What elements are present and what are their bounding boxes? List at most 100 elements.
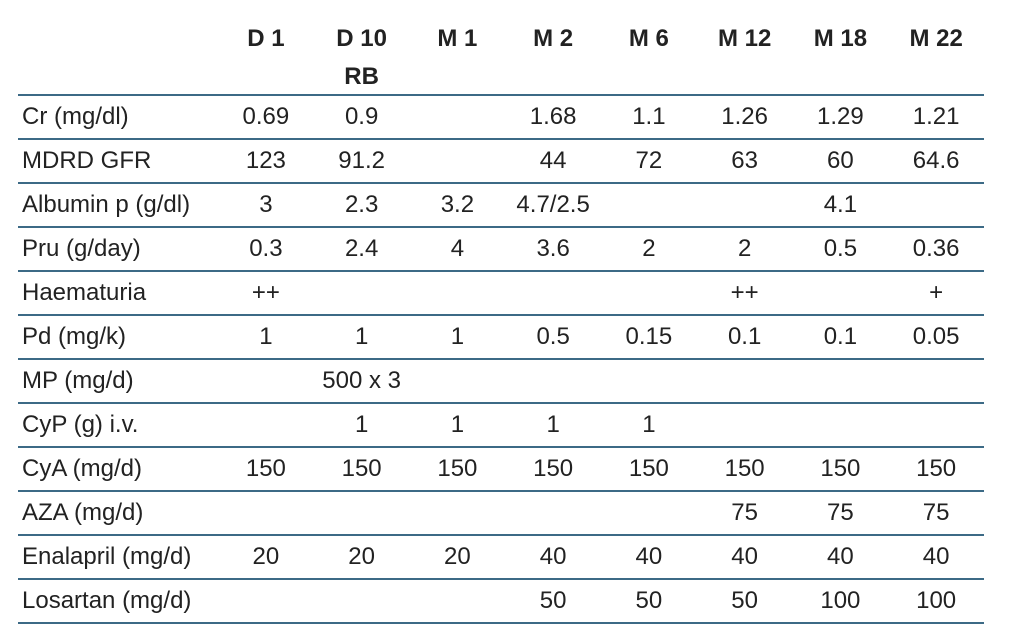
col-header: M 6 (601, 18, 697, 60)
table-cell (314, 271, 410, 315)
table-cell: 3.6 (505, 227, 601, 271)
table-cell: 1 (314, 403, 410, 447)
table-cell: 63 (697, 139, 793, 183)
table-cell: 150 (218, 447, 314, 491)
table-cell: 50 (697, 579, 793, 623)
table-body: Cr (mg/dl)0.690.91.681.11.261.291.21MDRD… (18, 95, 984, 623)
table-cell: 40 (697, 535, 793, 579)
col-subheader (697, 60, 793, 95)
col-subheader (793, 60, 889, 95)
row-label: AZA (mg/d) (18, 491, 218, 535)
table-cell: 20 (410, 535, 506, 579)
table-cell: 1 (410, 315, 506, 359)
table-cell: 150 (793, 447, 889, 491)
col-header: D 10 (314, 18, 410, 60)
table-row: Cr (mg/dl)0.690.91.681.11.261.291.21 (18, 95, 984, 139)
row-label: Cr (mg/dl) (18, 95, 218, 139)
data-table: D 1 D 10 M 1 M 2 M 6 M 12 M 18 M 22 RB C… (18, 18, 984, 624)
table-cell: 0.3 (218, 227, 314, 271)
table-cell (314, 579, 410, 623)
table-cell (505, 271, 601, 315)
table-cell: 75 (793, 491, 889, 535)
col-header: M 12 (697, 18, 793, 60)
table-cell: 123 (218, 139, 314, 183)
row-label: CyP (g) i.v. (18, 403, 218, 447)
table-cell (793, 271, 889, 315)
col-header: M 2 (505, 18, 601, 60)
table-cell: 40 (601, 535, 697, 579)
table-cell: 44 (505, 139, 601, 183)
table-cell (888, 183, 984, 227)
table-cell: 150 (314, 447, 410, 491)
table-cell (601, 271, 697, 315)
table-cell: 150 (410, 447, 506, 491)
table-cell (697, 183, 793, 227)
table-cell: 1.68 (505, 95, 601, 139)
table-row: CyP (g) i.v.1111 (18, 403, 984, 447)
row-label: Pd (mg/k) (18, 315, 218, 359)
table-cell (410, 271, 506, 315)
table-cell: 1.29 (793, 95, 889, 139)
table-cell: 100 (888, 579, 984, 623)
table-row: Haematuria+++++ (18, 271, 984, 315)
col-subheader (601, 60, 697, 95)
table-cell: 75 (697, 491, 793, 535)
table-cell: 50 (505, 579, 601, 623)
table-cell: 50 (601, 579, 697, 623)
table-cell: ++ (697, 271, 793, 315)
table-cell: 72 (601, 139, 697, 183)
table-cell (314, 491, 410, 535)
table-cell (793, 359, 889, 403)
table-cell: 40 (505, 535, 601, 579)
row-label: CyA (mg/d) (18, 447, 218, 491)
table-cell: 150 (697, 447, 793, 491)
col-header: M 22 (888, 18, 984, 60)
table-cell: 4.1 (793, 183, 889, 227)
table-cell: 2.4 (314, 227, 410, 271)
table-cell: 0.1 (793, 315, 889, 359)
col-subheader: RB (314, 60, 410, 95)
col-subheader (888, 60, 984, 95)
table-cell: 1.1 (601, 95, 697, 139)
table-cell (218, 491, 314, 535)
table-cell: 150 (505, 447, 601, 491)
table-row: Albumin p (g/dl)32.33.24.7/2.54.1 (18, 183, 984, 227)
col-subheader (410, 60, 506, 95)
table-cell (601, 183, 697, 227)
table-row: MP (mg/d)500 x 3 (18, 359, 984, 403)
table-cell (410, 491, 506, 535)
row-label: Enalapril (mg/d) (18, 535, 218, 579)
subheader-blank (18, 60, 218, 95)
col-header: M 1 (410, 18, 506, 60)
table-cell: 1.26 (697, 95, 793, 139)
table-cell: 1 (410, 403, 506, 447)
table-cell: 40 (888, 535, 984, 579)
table-cell: 91.2 (314, 139, 410, 183)
table-cell: 150 (888, 447, 984, 491)
header-blank (18, 18, 218, 60)
table-cell (218, 579, 314, 623)
table-cell: 1 (314, 315, 410, 359)
table-cell: ++ (218, 271, 314, 315)
table-cell (601, 491, 697, 535)
table-cell: 0.5 (793, 227, 889, 271)
table-cell: 0.36 (888, 227, 984, 271)
table-cell: 4 (410, 227, 506, 271)
row-label: Haematuria (18, 271, 218, 315)
table-cell (410, 359, 506, 403)
table-cell (697, 359, 793, 403)
table-cell: 75 (888, 491, 984, 535)
table-cell (793, 403, 889, 447)
table-cell: 150 (601, 447, 697, 491)
table-cell: 1 (218, 315, 314, 359)
table-row: Pd (mg/k)1110.50.150.10.10.05 (18, 315, 984, 359)
header-row: D 1 D 10 M 1 M 2 M 6 M 12 M 18 M 22 (18, 18, 984, 60)
table-cell: 20 (218, 535, 314, 579)
col-subheader (505, 60, 601, 95)
table-cell: 2.3 (314, 183, 410, 227)
table-cell: + (888, 271, 984, 315)
table-cell: 100 (793, 579, 889, 623)
table-cell (410, 95, 506, 139)
table-cell: 2 (697, 227, 793, 271)
table-cell: 0.05 (888, 315, 984, 359)
